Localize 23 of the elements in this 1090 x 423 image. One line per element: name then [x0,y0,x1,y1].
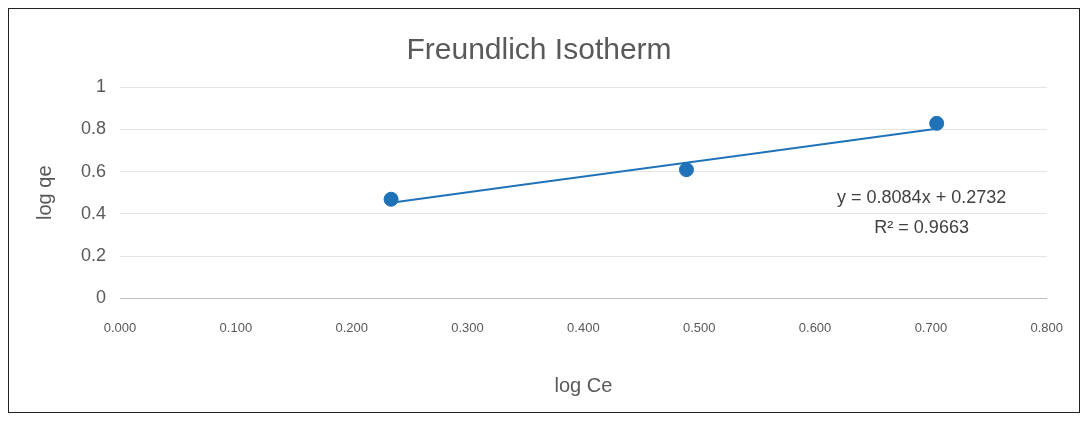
x-tick-label: 0.700 [914,319,948,335]
y-tick-label: 0 [96,287,107,308]
x-tick-label: 0.200 [335,319,368,335]
y-tick-label: 1 [96,75,107,96]
point [678,162,694,178]
x-tick-label: 0.400 [567,319,600,335]
x-tick-label: 0.300 [451,319,484,335]
x-axis-title: log Ce [554,373,613,396]
x-tick-label: 0.000 [103,319,137,335]
annotation: y = 0.8084x + 0.2732 [837,187,1007,208]
annotation: R² = 0.9663 [874,217,969,238]
y-tick-label: 0.2 [80,245,107,266]
y-axis-title: log qe [32,165,55,220]
point [383,191,399,207]
x-tick-label: 0.800 [1030,319,1064,335]
x-tick-label: 0.600 [798,319,832,335]
y-tick-label: 0.6 [80,160,107,181]
x-tick-label: 0.500 [682,319,716,335]
y-tick-label: 0.4 [80,202,107,223]
x-tick-label: 0.100 [219,319,253,335]
chart-title: Freundlich Isotherm [406,32,672,66]
point [929,115,945,131]
y-tick-label: 0.8 [80,118,107,139]
